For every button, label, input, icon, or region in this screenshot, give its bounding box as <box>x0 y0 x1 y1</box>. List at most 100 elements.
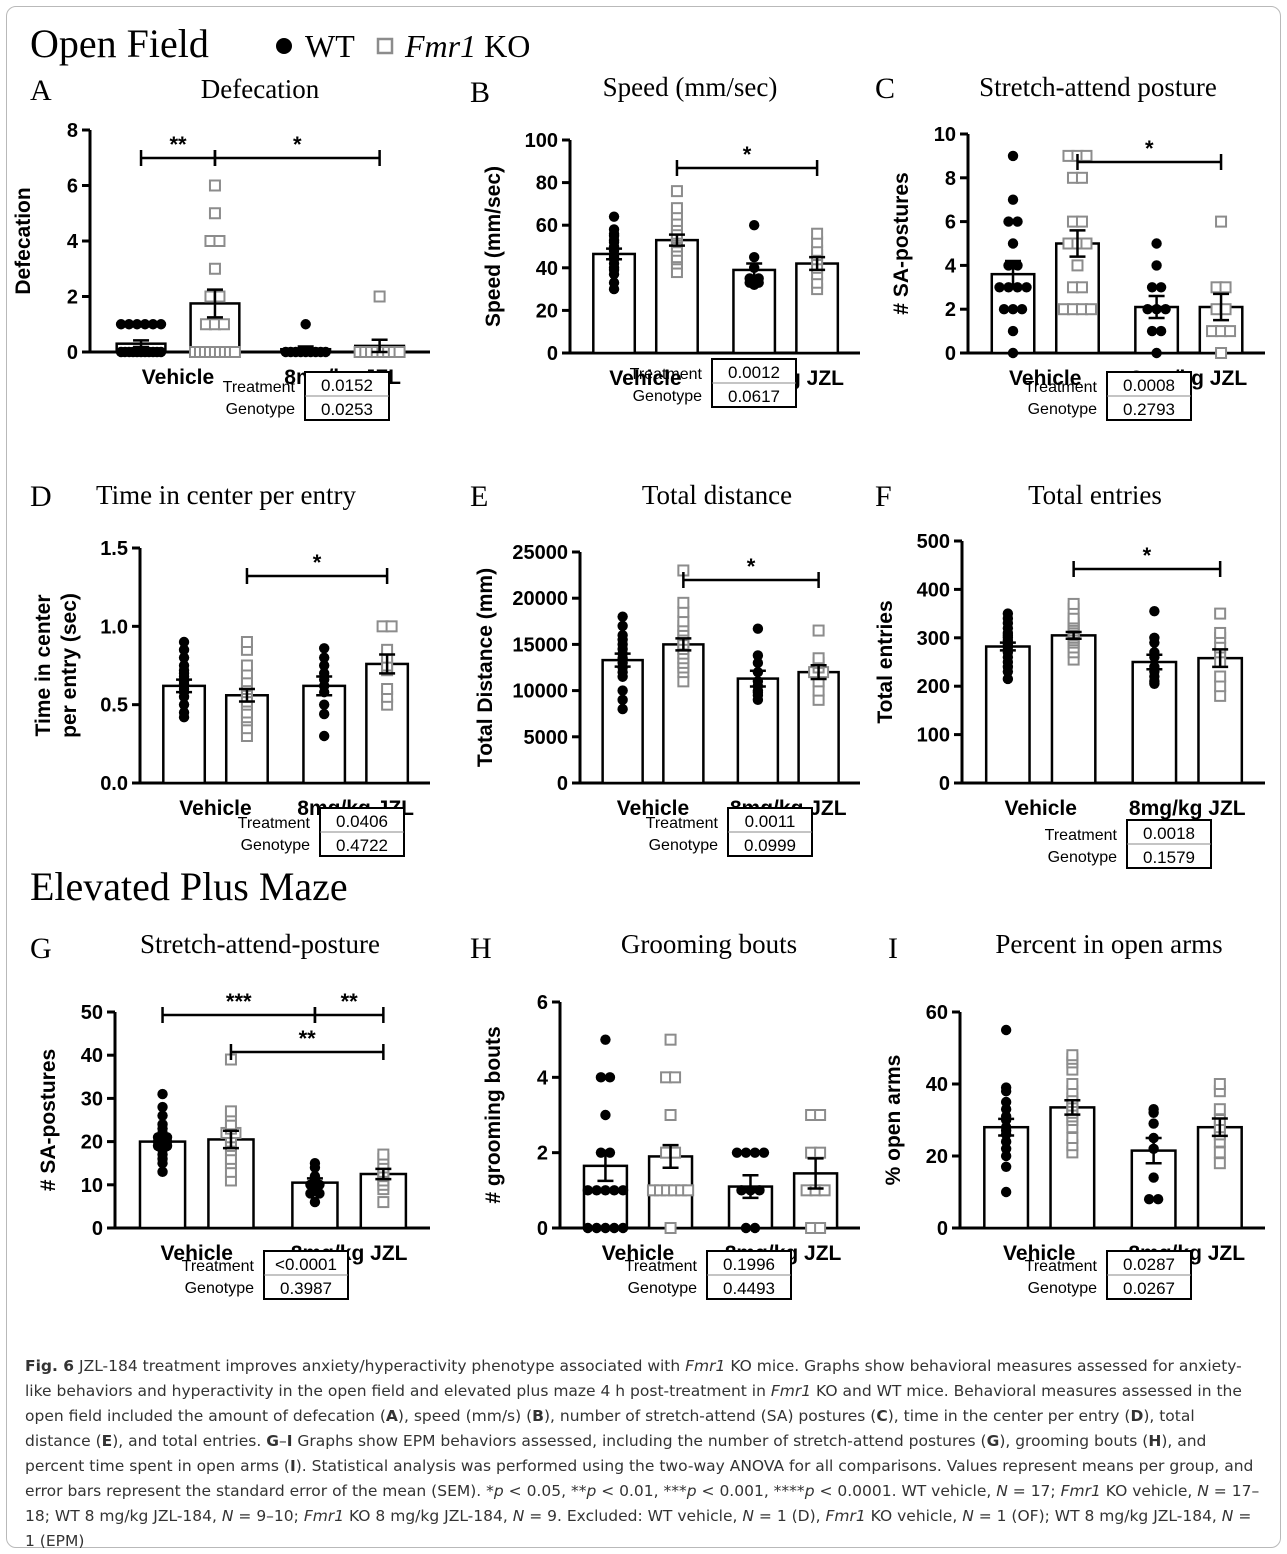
significance-label: *** <box>226 989 252 1014</box>
data-point-wt <box>1155 282 1167 293</box>
y-tick-label: 0 <box>937 1218 948 1240</box>
data-point-ko <box>1213 1146 1226 1159</box>
data-point-wt <box>300 319 311 330</box>
y-tick-label: 2 <box>537 1143 548 1165</box>
data-point-ko <box>224 1105 237 1118</box>
panel-d: D Time in center per entry 0.0 0.5 1.0 1.5 Tim… <box>30 480 430 857</box>
panel-letter: E <box>470 480 488 513</box>
data-point-wt <box>600 1185 611 1196</box>
data-point-wt <box>749 1222 761 1234</box>
significance-label: * <box>313 550 322 575</box>
data-point-ko <box>1214 670 1227 683</box>
data-point-wt <box>752 650 764 661</box>
data-point-ko <box>217 318 230 331</box>
data-point-wt <box>608 211 620 222</box>
data-point-wt <box>1000 1161 1012 1173</box>
y-tick-label: 4 <box>537 1067 549 1089</box>
panel-title: Time in center per entry <box>96 480 356 510</box>
stat-label-genotype: Genotype <box>1028 401 1097 418</box>
data-point-wt <box>157 1119 168 1130</box>
caption-emphasis: B <box>532 1407 544 1425</box>
y-tick-label: 100 <box>917 725 950 747</box>
caption-emphasis: N <box>962 1507 974 1525</box>
data-point-wt <box>752 623 764 634</box>
panel-f: F Total entries 0 100 200 300 400 500 Total entr… <box>874 480 1265 869</box>
data-point-wt <box>1151 238 1162 249</box>
caption-emphasis: G <box>986 1432 1000 1450</box>
data-point-wt <box>1000 1096 1012 1108</box>
caption-emphasis: p <box>686 1482 697 1500</box>
x-category-label: Vehicle <box>1003 1242 1075 1265</box>
data-point-wt <box>178 652 190 663</box>
data-point-wt <box>1146 325 1158 337</box>
panel-b: B Speed (mm/sec) 0 20 40 60 80 100 Speed (mm/sec… <box>470 72 860 408</box>
data-point-wt <box>740 1222 752 1234</box>
data-point-wt <box>617 1185 629 1196</box>
data-point-wt <box>1007 194 1019 205</box>
y-tick-label: 100 <box>525 130 558 152</box>
stat-label-genotype: Genotype <box>185 1280 254 1297</box>
stat-label-genotype: Genotype <box>226 401 295 418</box>
caption-emphasis: N <box>996 1482 1008 1500</box>
x-category-label: 8mg/kg JZL <box>1129 797 1246 820</box>
stat-label-genotype: Genotype <box>649 837 718 854</box>
y-tick-label: 0 <box>547 343 558 365</box>
y-tick-label: 0 <box>92 1218 103 1240</box>
y-tick-label: 0.0 <box>100 773 128 795</box>
data-point-wt <box>736 1185 747 1196</box>
data-point-wt <box>1142 304 1153 315</box>
stat-value-treatment: 0.0012 <box>728 363 780 382</box>
data-point-wt <box>754 1185 765 1196</box>
data-point-wt <box>609 1222 620 1234</box>
stat-label-genotype: Genotype <box>1028 1280 1097 1297</box>
data-point-wt <box>1155 325 1167 337</box>
data-point-wt <box>591 1222 602 1234</box>
data-point-ko <box>677 596 690 609</box>
significance-label: ** <box>169 132 187 157</box>
y-tick-label: 4 <box>945 255 957 277</box>
significance-label: * <box>293 132 302 157</box>
data-point-ko <box>682 1184 695 1197</box>
data-point-wt <box>1000 1024 1012 1036</box>
data-point-wt <box>1003 260 1014 271</box>
data-point-ko <box>664 1222 677 1234</box>
stat-label-treatment: Treatment <box>238 815 311 832</box>
data-point-wt <box>591 1185 602 1196</box>
data-point-wt <box>320 346 331 358</box>
data-point-wt <box>1146 282 1158 293</box>
y-tick-label: 20 <box>926 1146 948 1168</box>
x-category-label: Vehicle <box>1009 367 1081 390</box>
data-point-ko <box>670 202 683 215</box>
data-point-ko <box>1214 607 1227 620</box>
data-point-wt <box>1152 1194 1164 1205</box>
data-point-ko <box>377 1148 390 1161</box>
stat-label-treatment: Treatment <box>182 1258 255 1275</box>
y-axis-label: Total Distance (mm) <box>474 568 497 767</box>
x-category-label: Vehicle <box>179 797 251 820</box>
caption-emphasis: H <box>1148 1432 1162 1450</box>
data-point-wt <box>157 1110 168 1121</box>
stat-label-treatment: Treatment <box>646 815 719 832</box>
panel-letter: C <box>875 72 895 105</box>
data-point-wt <box>1012 260 1023 271</box>
data-point-wt <box>998 304 1010 315</box>
panel-letter: B <box>470 76 490 109</box>
panel-title: Speed (mm/sec) <box>603 72 778 102</box>
y-tick-label: 2 <box>67 287 78 309</box>
data-point-wt <box>617 629 628 641</box>
y-axis-label: # SA-postures <box>37 1049 60 1191</box>
stat-value-treatment: 0.0406 <box>336 812 388 831</box>
y-tick-label: 80 <box>536 173 558 195</box>
caption-emphasis: N <box>1197 1482 1209 1500</box>
data-point-ko <box>1214 626 1227 639</box>
y-axis-label: # SA-postures <box>890 172 913 314</box>
data-point-ko <box>812 652 825 665</box>
data-point-ko <box>377 1196 390 1209</box>
y-tick-label: 20 <box>536 300 558 322</box>
y-tick-label: 0 <box>557 773 568 795</box>
caption-emphasis: N <box>1221 1507 1234 1525</box>
significance-label: * <box>743 142 752 167</box>
y-tick-label: 10 <box>934 124 956 146</box>
data-point-wt <box>1000 1136 1012 1147</box>
data-point-wt <box>178 636 190 648</box>
